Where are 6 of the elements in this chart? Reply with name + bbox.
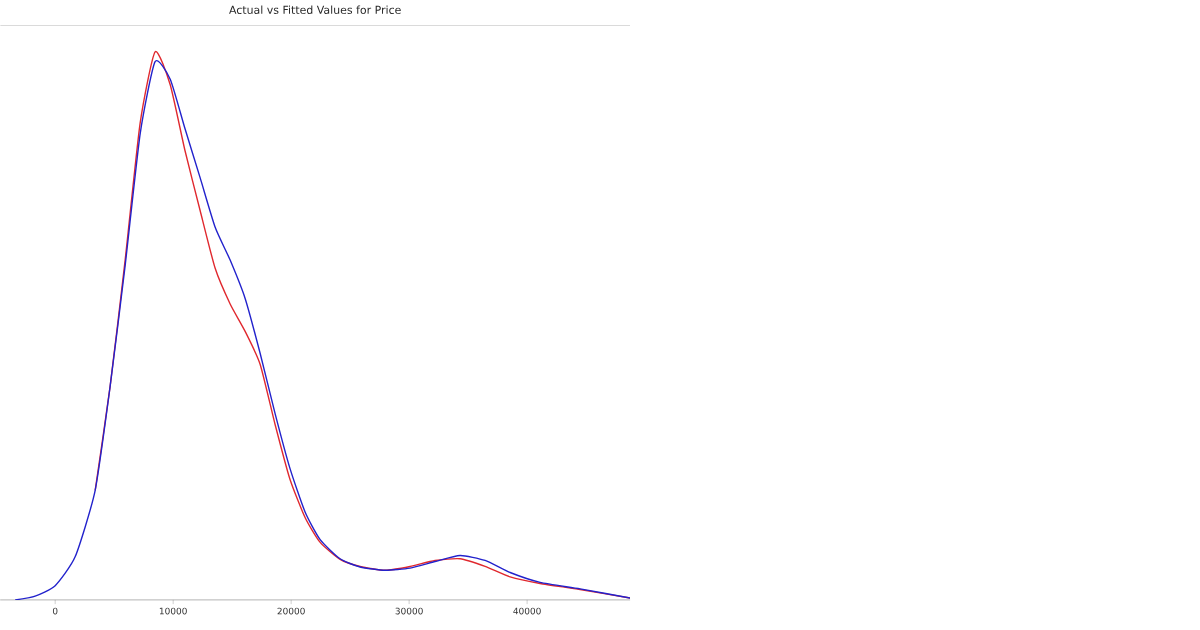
chart-title: Actual vs Fitted Values for Price bbox=[229, 5, 401, 15]
x-tick-label: 20000 bbox=[277, 607, 305, 615]
x-tick-label: 0 bbox=[52, 607, 58, 615]
x-tick-label: 40000 bbox=[513, 607, 541, 615]
x-tick-label: 30000 bbox=[395, 607, 423, 615]
x-tick-label: 10000 bbox=[159, 607, 187, 615]
